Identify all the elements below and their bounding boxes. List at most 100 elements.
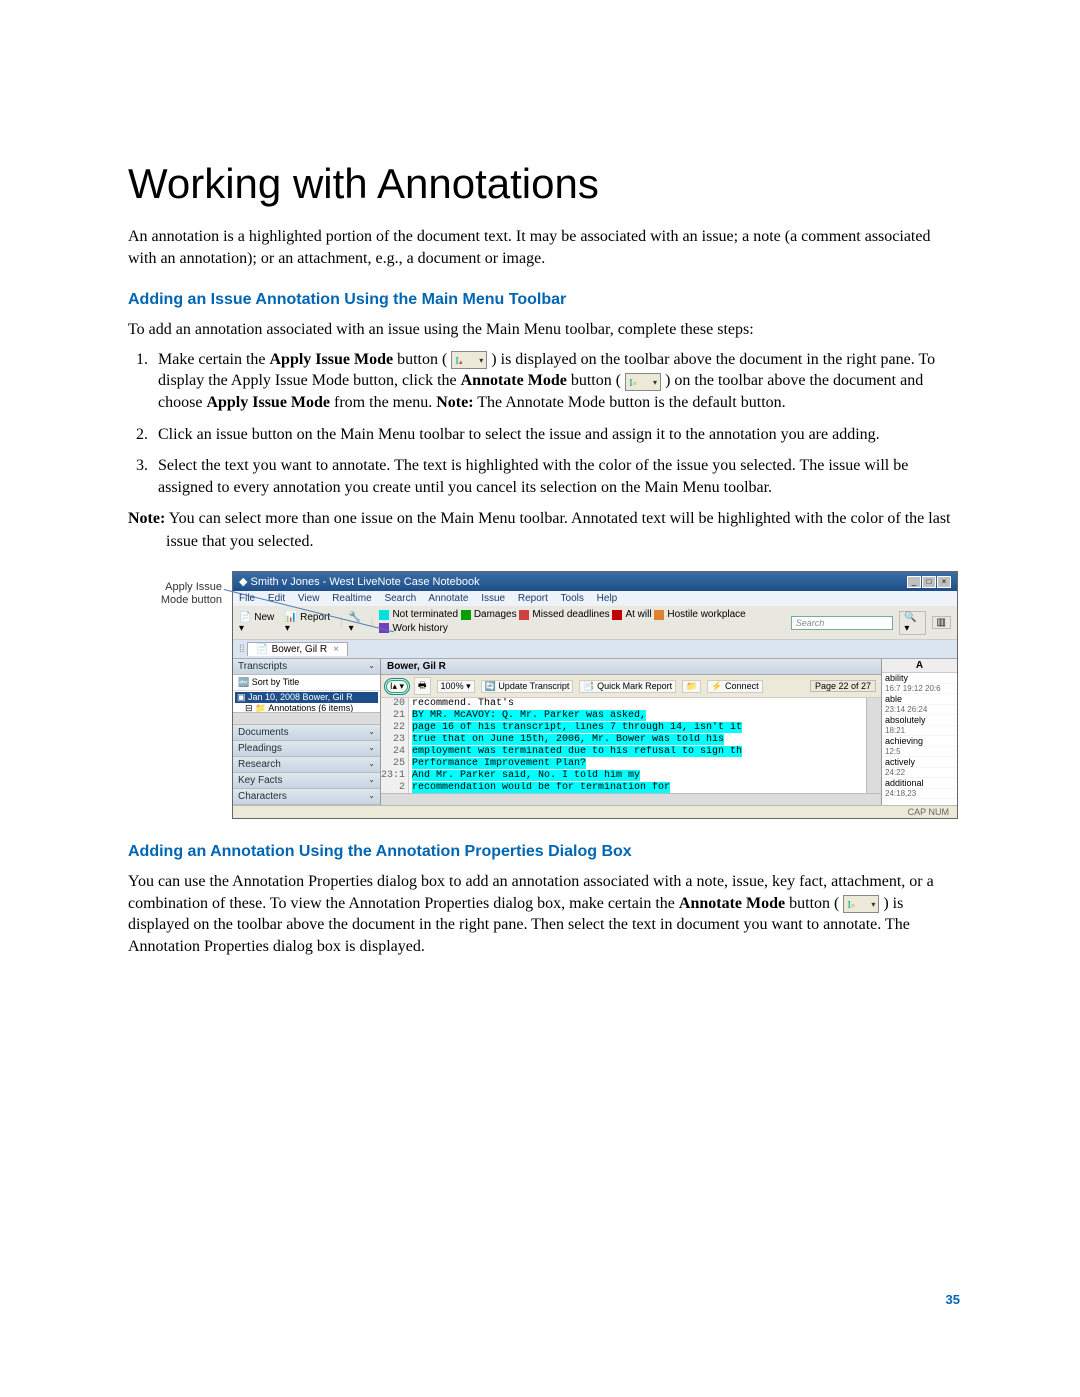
issue-button[interactable]: Missed deadlines <box>519 609 609 620</box>
step-1: Make certain the Apply Issue Mode button… <box>152 349 960 414</box>
menubar[interactable]: File Edit View Realtime Search Annotate … <box>233 591 957 606</box>
minimize-button[interactable]: _ <box>907 576 921 588</box>
index-refs: 23:14 26:24 <box>882 705 957 715</box>
app-icon: ◆ <box>239 576 251 588</box>
issue-button[interactable]: Work history <box>379 623 447 634</box>
page-indicator: Page 22 of 27 <box>810 680 876 692</box>
main-toolbar: 📄 New ▾ 📊 Report ▾ | 🔧▾ | Not terminated… <box>233 606 957 640</box>
index-pane: A ability16:7 19:12 20:6able23:14 26:24a… <box>881 659 957 805</box>
annotate-mode-icon-2: I≡▾ <box>843 895 879 913</box>
left-hscroll[interactable] <box>233 712 380 724</box>
zoom-control[interactable]: 100% ▾ <box>437 680 475 693</box>
section1-lead: To add an annotation associated with an … <box>128 319 960 341</box>
index-word[interactable]: absolutely <box>882 715 957 726</box>
left-pane: Transcripts⌄ 🔤 Sort by Title ▣ Jan 10, 2… <box>233 659 381 805</box>
search-input[interactable]: Search <box>791 616 894 630</box>
issue-button[interactable]: Not terminated <box>379 609 458 620</box>
close-tab-icon[interactable]: × <box>333 644 339 655</box>
quick-mark-report-button[interactable]: 📑 Quick Mark Report <box>579 680 676 693</box>
index-refs: 24:22 <box>882 768 957 778</box>
section1-heading: Adding an Issue Annotation Using the Mai… <box>128 291 960 309</box>
window-title: Smith v Jones - West LiveNote Case Noteb… <box>251 576 480 588</box>
index-refs: 24:18,23 <box>882 789 957 799</box>
menu-view[interactable]: View <box>298 593 320 604</box>
panel-transcripts[interactable]: Transcripts⌄ <box>233 659 380 675</box>
transcript-line[interactable]: And Mr. Parker said, No. I told him my <box>412 770 866 782</box>
update-transcript-button[interactable]: 🔄 Update Transcript <box>481 680 574 693</box>
menu-help[interactable]: Help <box>597 593 618 604</box>
panel-documents[interactable]: Documents⌄ <box>233 725 380 741</box>
tree-folder[interactable]: ⊟ 📁 Annotations (6 items) <box>235 703 378 712</box>
menu-realtime[interactable]: Realtime <box>332 593 371 604</box>
line-gutter: 20212223242523:12345 <box>381 698 409 793</box>
transcript-line[interactable]: employment was terminated due to his ref… <box>412 746 866 758</box>
app-window: ◆ Smith v Jones - West LiveNote Case Not… <box>232 571 958 819</box>
transcript-view[interactable]: 20212223242523:12345 recommend. That's B… <box>381 698 881 793</box>
menu-search[interactable]: Search <box>384 593 416 604</box>
folder-button[interactable]: 📁 <box>682 680 701 693</box>
issue-button[interactable]: Hostile workplace <box>654 609 745 620</box>
index-header: A <box>882 659 957 673</box>
vscrollbar[interactable] <box>866 698 881 793</box>
menu-report[interactable]: Report <box>518 593 548 604</box>
apply-issue-mode-icon: I▴▾ <box>451 351 487 369</box>
connect-button[interactable]: ⚡ Connect <box>707 680 762 693</box>
document-tab[interactable]: 📄 Bower, Gil R× <box>247 642 348 656</box>
document-header: Bower, Gil R <box>381 659 881 675</box>
panel-characters[interactable]: Characters⌄ <box>233 789 380 805</box>
tree-root[interactable]: ▣ Jan 10, 2008 Bower, Gil R <box>235 692 378 703</box>
apply-issue-mode-button[interactable]: I▴ ▾ <box>386 680 408 693</box>
index-word[interactable]: actively <box>882 757 957 768</box>
panes: Transcripts⌄ 🔤 Sort by Title ▣ Jan 10, 2… <box>233 659 957 805</box>
document-toolbar: I▴ ▾ 🖶 100% ▾ 🔄 Update Transcript 📑 Quic… <box>381 675 881 698</box>
print-button[interactable]: 🖶 <box>414 677 431 695</box>
tab-bar: ⁞⁞ 📄 Bower, Gil R× <box>233 640 957 659</box>
issue-button[interactable]: At will <box>612 609 651 620</box>
callout-label: Apply Issue Mode button <box>156 581 222 606</box>
step-2: Click an issue button on the Main Menu t… <box>152 424 960 446</box>
transcript-lines[interactable]: recommend. That's BY MR. McAVOY: Q. Mr. … <box>409 698 866 793</box>
menu-issue[interactable]: Issue <box>481 593 505 604</box>
index-word[interactable]: able <box>882 694 957 705</box>
status-bar: CAP NUM <box>233 805 957 818</box>
transcript-line[interactable]: true that on June 15th, 2006, Mr. Bower … <box>412 734 866 746</box>
close-button[interactable]: × <box>937 576 951 588</box>
panel-research[interactable]: Research⌄ <box>233 757 380 773</box>
step-3: Select the text you want to annotate. Th… <box>152 455 960 498</box>
note-paragraph: Note: You can select more than one issue… <box>128 508 960 553</box>
mid-hscroll[interactable] <box>381 793 881 805</box>
menu-tools[interactable]: Tools <box>561 593 584 604</box>
search-dropdown[interactable]: ▥ <box>932 616 951 629</box>
index-refs: 16:7 19:12 20:6 <box>882 684 957 694</box>
index-word[interactable]: ability <box>882 673 957 684</box>
panel-keyfacts[interactable]: Key Facts⌄ <box>233 773 380 789</box>
index-word[interactable]: achieving <box>882 736 957 747</box>
index-refs: 12:5 <box>882 747 957 757</box>
index-word[interactable]: additional <box>882 778 957 789</box>
document-pane: Bower, Gil R I▴ ▾ 🖶 100% ▾ 🔄 Update Tran… <box>381 659 881 805</box>
transcript-line[interactable]: page 16 of his transcript, lines 7 throu… <box>412 722 866 734</box>
panel-pleadings[interactable]: Pleadings⌄ <box>233 741 380 757</box>
intro-paragraph: An annotation is a highlighted portion o… <box>128 226 960 269</box>
menu-annotate[interactable]: Annotate <box>428 593 468 604</box>
transcript-line[interactable]: BY MR. McAVOY: Q. Mr. Parker was asked, <box>412 710 866 722</box>
annotate-mode-icon: I≡▾ <box>625 373 661 391</box>
page-title: Working with Annotations <box>128 160 960 208</box>
section2-heading: Adding an Annotation Using the Annotatio… <box>128 843 960 861</box>
section2-paragraph: You can use the Annotation Properties di… <box>128 871 960 957</box>
page-number: 35 <box>946 1292 960 1307</box>
new-button[interactable]: 📄 New ▾ <box>239 612 279 634</box>
transcript-line[interactable]: recommendation would be for termination … <box>412 782 866 793</box>
titlebar: ◆ Smith v Jones - West LiveNote Case Not… <box>233 572 957 591</box>
transcript-line[interactable]: Performance Improvement Plan? <box>412 758 866 770</box>
sort-by-title[interactable]: 🔤 Sort by Title <box>233 675 380 691</box>
window-controls[interactable]: _□× <box>906 575 951 588</box>
transcript-line[interactable]: recommend. That's <box>412 698 866 710</box>
tree-view[interactable]: ▣ Jan 10, 2008 Bower, Gil R ⊟ 📁 Annotati… <box>233 691 380 712</box>
issue-button[interactable]: Damages <box>461 609 517 620</box>
index-refs: 18:21 <box>882 726 957 736</box>
maximize-button[interactable]: □ <box>922 576 936 588</box>
screenshot-figure: Apply Issue Mode button ◆ Smith v Jones … <box>232 571 960 819</box>
tab-handle-icon[interactable]: ⁞⁞ <box>239 644 245 655</box>
search-go-button[interactable]: 🔍▾ <box>899 611 925 635</box>
